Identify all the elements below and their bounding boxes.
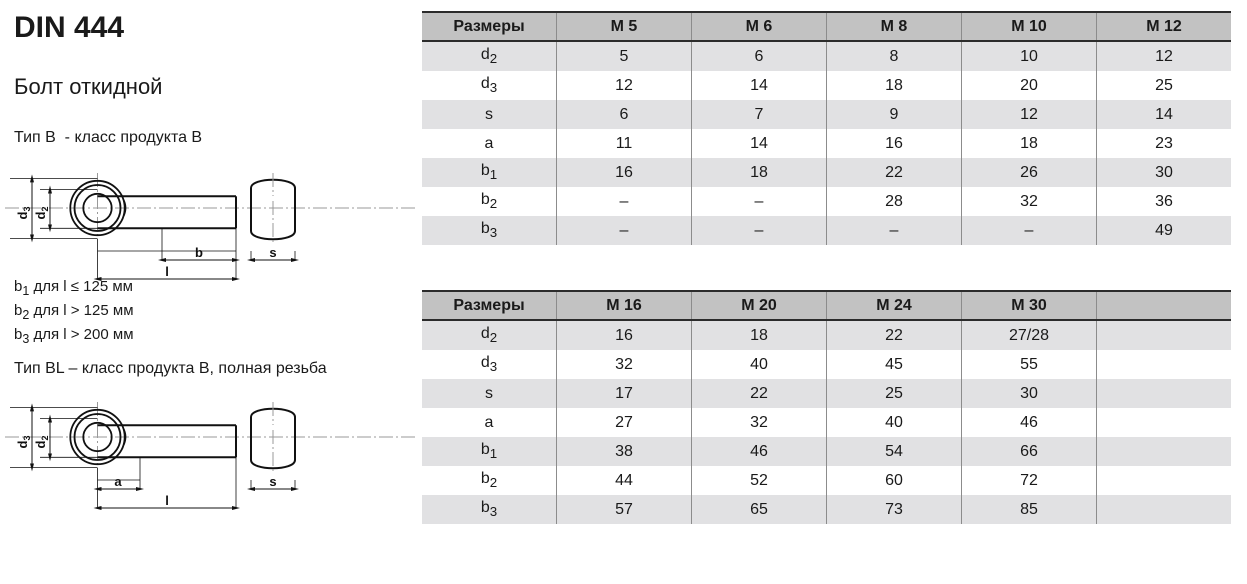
svg-text:b: b xyxy=(195,245,203,260)
svg-text:l: l xyxy=(165,493,169,508)
svg-text:s: s xyxy=(269,245,276,260)
svg-text:s: s xyxy=(269,474,276,489)
svg-text:l: l xyxy=(165,264,169,279)
svg-text:a: a xyxy=(114,474,122,489)
